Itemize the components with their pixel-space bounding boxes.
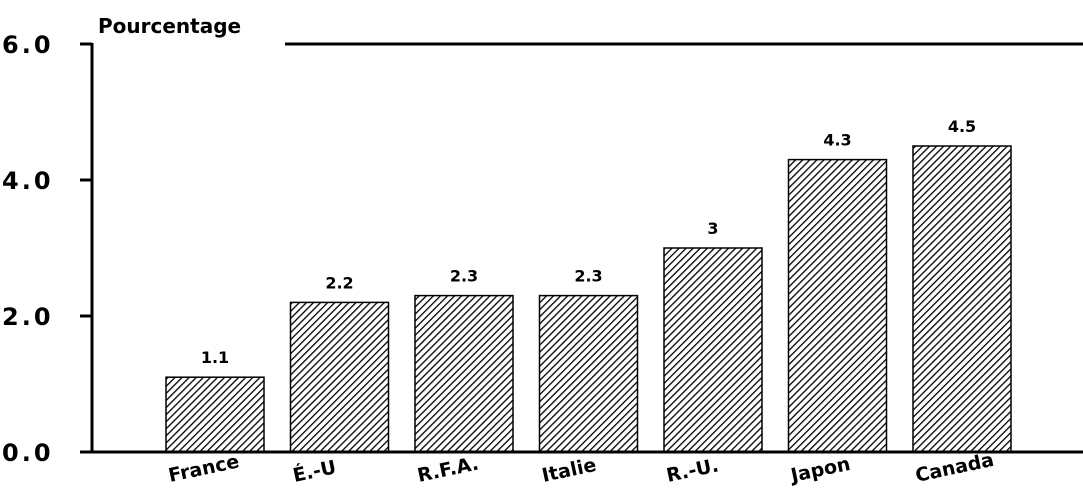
bars: [165, 145, 1012, 453]
data-label: 3: [707, 219, 718, 238]
x-category-label: R.F.A.: [415, 453, 480, 487]
bar: [414, 294, 514, 453]
y-axis-label: Pourcentage: [98, 14, 241, 38]
x-category-label: Canada: [913, 449, 995, 487]
bar: [912, 145, 1012, 453]
bar: [165, 376, 265, 453]
x-axis-categories: France É.-U R.F.A. Italie R.-U. Japon Canada: [166, 449, 995, 487]
x-category-label: É.-U: [291, 455, 338, 487]
x-category-label: R.-U.: [664, 454, 720, 486]
data-label: 1.1: [201, 348, 229, 367]
data-labels: 1.1 2.2 2.3 2.3 3 4.3 4.5: [201, 117, 976, 367]
data-label: 2.2: [325, 273, 353, 292]
y-tick-label: 6.0: [2, 31, 54, 59]
bar: [289, 301, 390, 453]
x-category-label: Japon: [787, 453, 852, 487]
data-label: 4.3: [823, 131, 851, 150]
y-axis-ticks: 0.0 2.0 4.0 6.0: [2, 31, 92, 467]
data-label: 2.3: [574, 267, 602, 286]
y-tick-label: 4.0: [2, 167, 54, 195]
x-category-label: France: [166, 450, 241, 486]
x-category-label: Italie: [540, 454, 598, 487]
y-tick-label: 0.0: [2, 439, 54, 467]
bar: [538, 294, 639, 453]
data-label: 2.3: [450, 267, 478, 286]
data-label: 4.5: [948, 117, 976, 136]
y-tick-label: 2.0: [2, 303, 54, 331]
bar: [663, 247, 763, 453]
bar: [787, 158, 888, 453]
